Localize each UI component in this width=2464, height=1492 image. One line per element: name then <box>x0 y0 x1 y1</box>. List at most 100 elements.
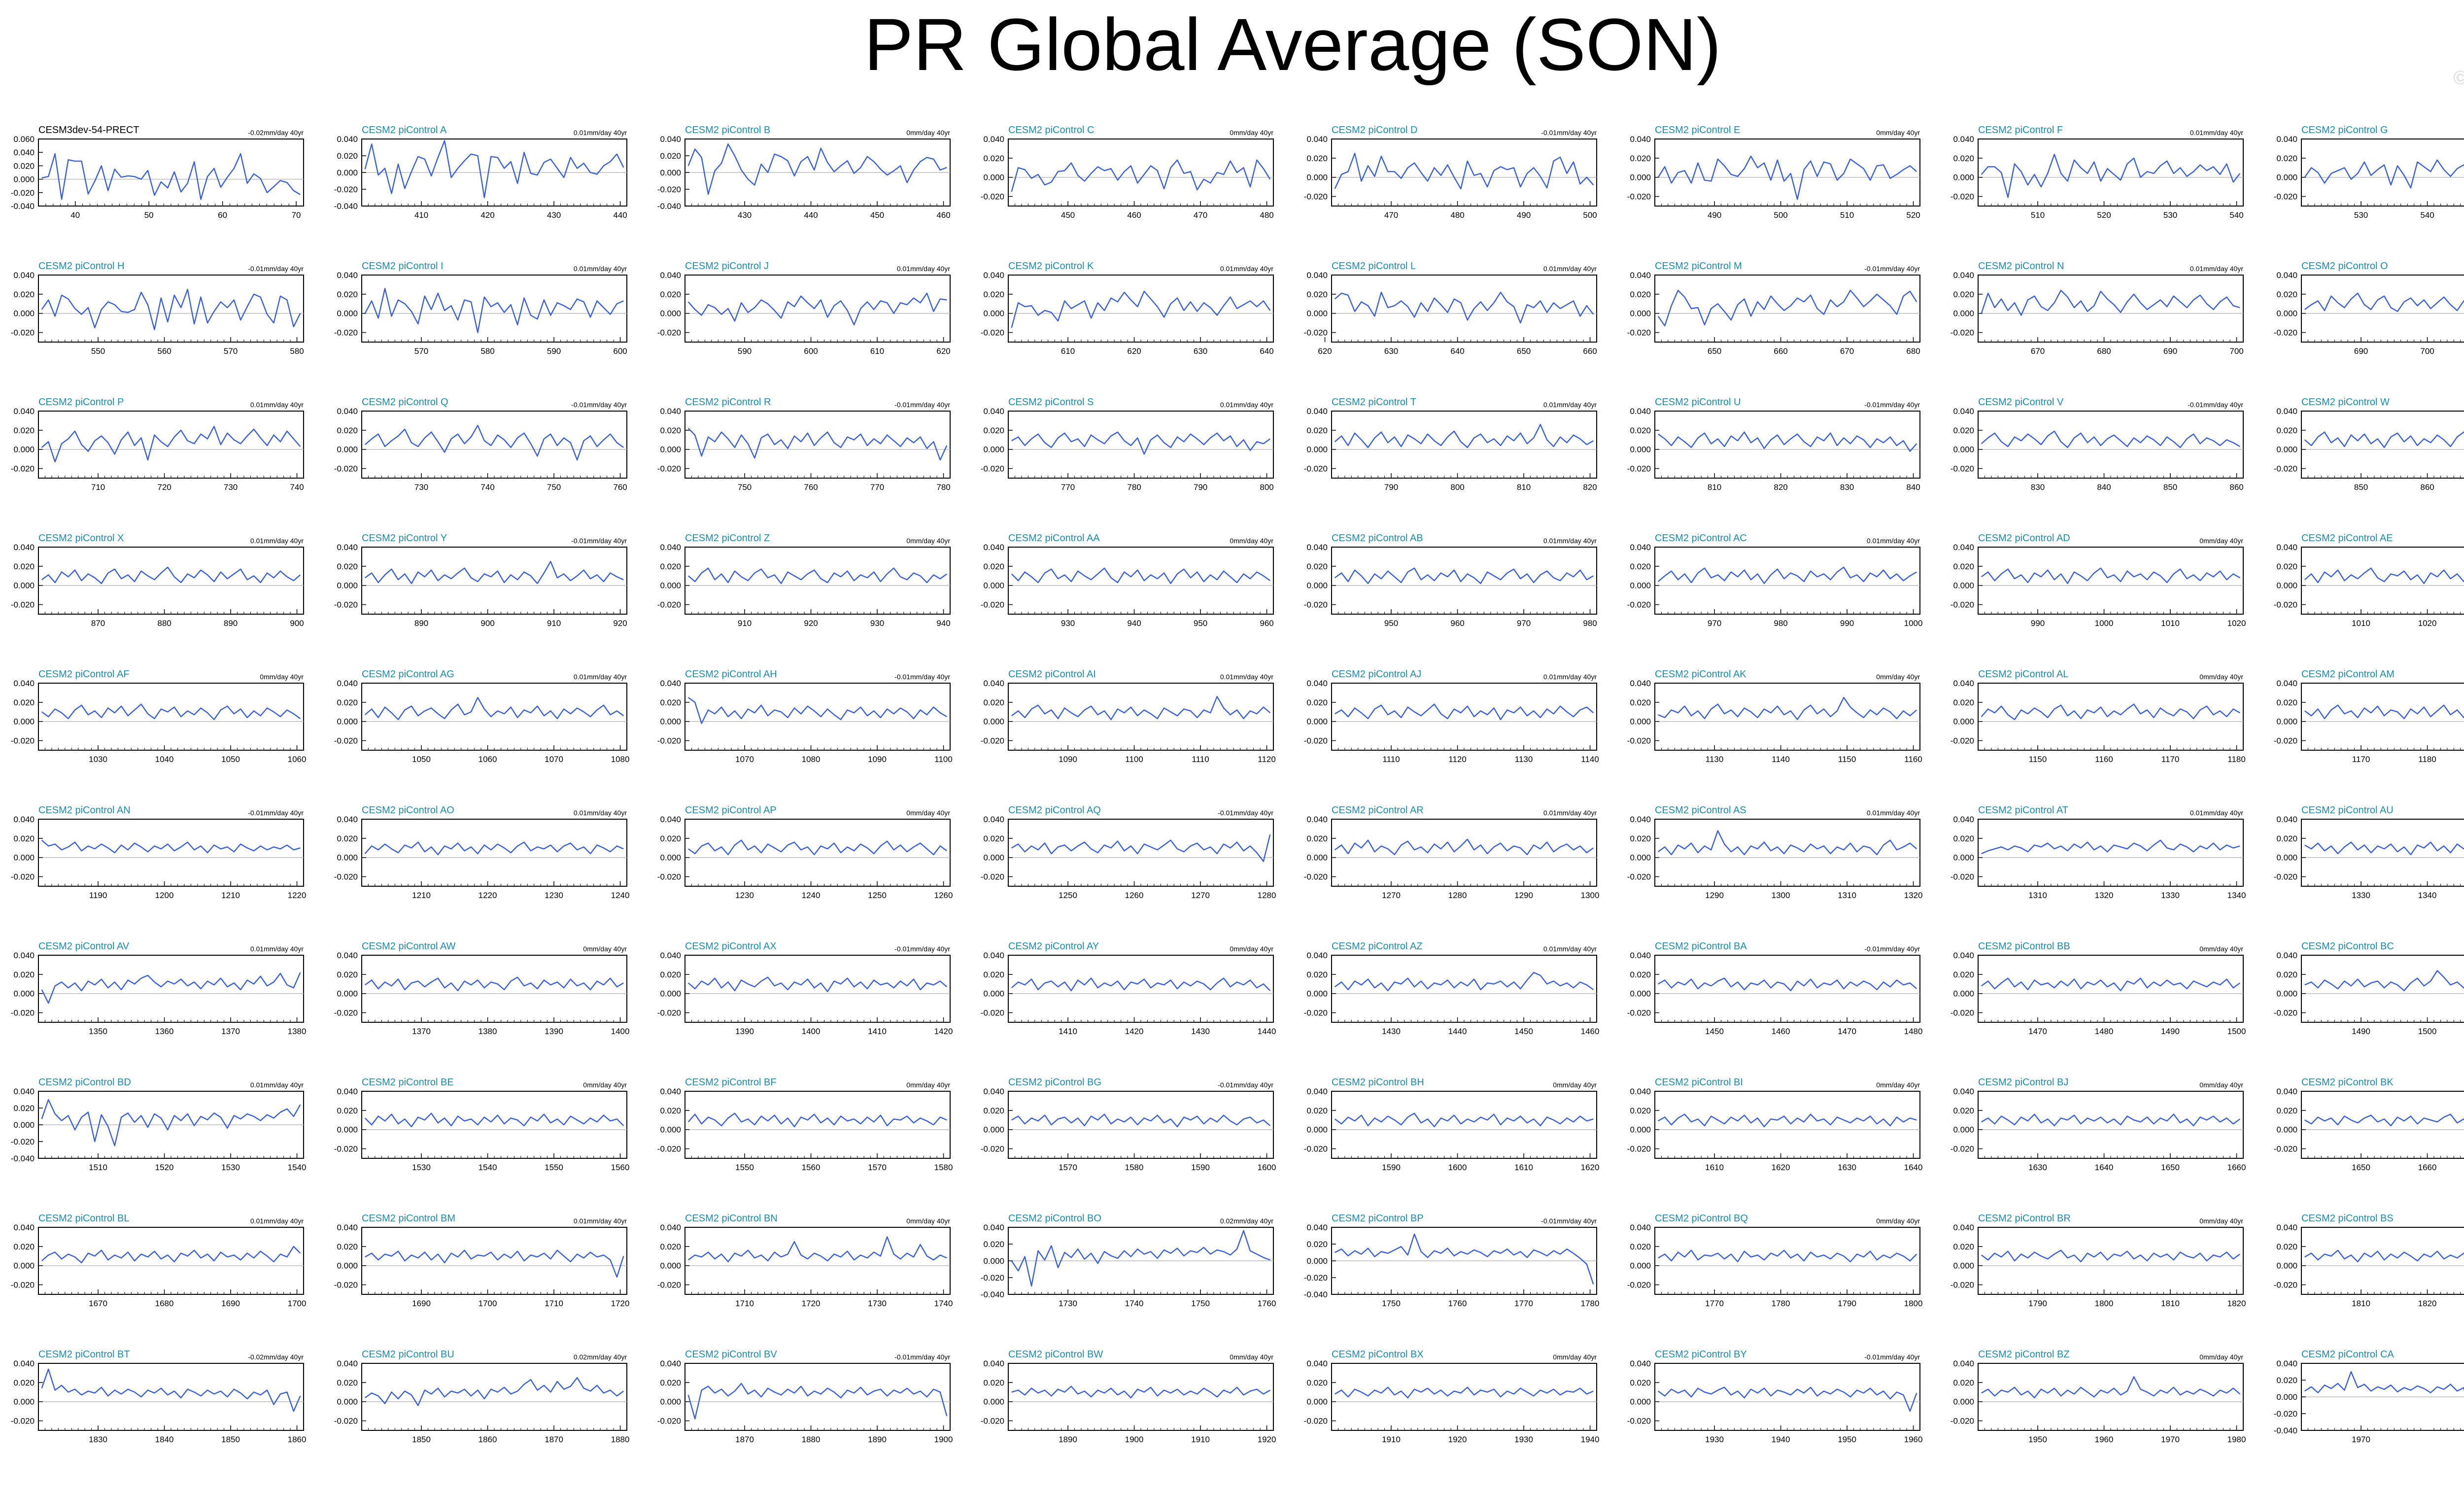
plot-frame <box>38 1227 304 1295</box>
y-tick-label: 0.020 <box>1953 834 1974 843</box>
plot-frame <box>2301 819 2464 887</box>
y-tick-label: 0.020 <box>983 154 1004 163</box>
y-tick-label: -0.020 <box>657 1417 681 1426</box>
y-tick-label: 0.040 <box>13 1087 34 1096</box>
x-tick-label: 880 <box>157 619 171 628</box>
x-tick-label: 1280 <box>1448 891 1467 900</box>
x-tick-label: 1050 <box>412 755 431 764</box>
x-tick-label: 1260 <box>1125 891 1144 900</box>
x-tick-label: 600 <box>804 347 818 356</box>
y-tick-label: 0.020 <box>1306 1378 1328 1388</box>
trend-label: -0.01mm/day 40yr <box>894 401 950 409</box>
x-tick-label: 550 <box>91 347 105 356</box>
trend-label: 0mm/day 40yr <box>906 809 950 817</box>
x-tick-label: 730 <box>414 483 428 492</box>
plot-frame <box>684 411 951 479</box>
y-tick-label: 0.000 <box>337 853 358 863</box>
panel-title: CESM2 piControl BX <box>1332 1349 1424 1360</box>
trend-label: 0.01mm/day 40yr <box>250 1081 304 1089</box>
x-tick-label: 1500 <box>2227 1027 2246 1036</box>
trend-label: -0.01mm/day 40yr <box>1864 1353 1920 1361</box>
x-tick-label: 1660 <box>2418 1163 2437 1172</box>
x-tick-label: 1740 <box>934 1299 953 1308</box>
y-tick-label: 0.020 <box>1953 290 1974 299</box>
trend-label: -0.01mm/day 40yr <box>1218 809 1273 817</box>
series-line <box>1658 696 1917 721</box>
y-tick-label: 0.000 <box>13 581 34 590</box>
y-tick-label: 0.020 <box>13 562 34 571</box>
series-line <box>1657 431 1917 452</box>
trend-label: -0.01mm/day 40yr <box>1864 265 1920 273</box>
plot-frame <box>1978 547 2244 615</box>
x-tick-label: 630 <box>1194 347 1207 356</box>
x-tick-label: 1250 <box>868 891 887 900</box>
y-tick-label: 0.040 <box>1630 271 1651 280</box>
y-tick-label: 0.000 <box>13 445 34 454</box>
y-tick-label: -0.020 <box>981 1417 1004 1426</box>
y-tick-label: 0.020 <box>13 698 34 707</box>
y-tick-label: 0.040 <box>337 815 358 824</box>
x-tick-label: 1140 <box>1581 755 1599 764</box>
y-tick-label: 0.000 <box>1306 1397 1328 1407</box>
y-tick-label: 0.040 <box>1953 271 1974 280</box>
panel-title: CESM2 piControl BE <box>362 1077 454 1088</box>
x-tick-label: 1640 <box>2095 1163 2114 1172</box>
y-tick-label: 0.020 <box>13 290 34 299</box>
y-tick-label: 0.000 <box>660 445 681 454</box>
chart-panel: CESM2 piControl BN 0mm/day 40yr 1710 1720 17… <box>657 1213 953 1308</box>
x-tick-label: 810 <box>1708 483 1721 492</box>
y-tick-label: 0.020 <box>660 426 681 435</box>
y-tick-label: -0.020 <box>1951 328 1974 338</box>
chart-panel: CESM2 piControl BR 0mm/day 40yr 1790 1800 18… <box>1951 1213 2246 1308</box>
x-tick-label: 1760 <box>1258 1299 1276 1308</box>
y-tick-label: -0.020 <box>2274 1409 2297 1419</box>
series-line <box>41 1099 301 1146</box>
y-tick-label: -0.020 <box>334 736 358 746</box>
trend-label: -0.01mm/day 40yr <box>571 537 627 545</box>
x-tick-label: 710 <box>91 483 105 492</box>
trend-label: 0mm/day 40yr <box>1876 1081 1920 1089</box>
series-line <box>1658 977 1917 992</box>
y-tick-label: 0.000 <box>13 989 34 999</box>
panel-title: CESM2 piControl AB <box>1332 533 1423 544</box>
x-tick-label: 1610 <box>1705 1163 1724 1172</box>
y-tick-label: -0.020 <box>2274 1281 2297 1290</box>
chart-panel: CESM2 piControl BD 0.01mm/day 40yr 1510 152… <box>11 1077 307 1172</box>
y-tick-label: 0.020 <box>2276 154 2297 163</box>
y-tick-label: 0.040 <box>337 271 358 280</box>
chart-panel: CESM2 piControl AJ 0.01mm/day 40yr 1110 112… <box>1304 669 1599 764</box>
chart-panel: CESM2 piControl AO 0.01mm/day 40yr 1210 122… <box>334 805 630 900</box>
plot-frame <box>1978 1227 2244 1295</box>
x-tick-label: 480 <box>1450 210 1464 220</box>
chart-panel: CESM2 piControl AM0mm/day 40yr1170118011… <box>2274 669 2464 764</box>
panel-title: CESM2 piControl AI <box>1008 669 1096 680</box>
x-tick-label: 1850 <box>221 1435 240 1444</box>
x-tick-label: 1530 <box>221 1163 240 1172</box>
x-tick-label: 1800 <box>2095 1299 2114 1308</box>
x-tick-label: 540 <box>2229 210 2243 220</box>
panel-title: CESM2 piControl BT <box>38 1349 130 1360</box>
trend-label: 0.01mm/day 40yr <box>250 401 304 409</box>
x-tick-label: 800 <box>1260 483 1273 492</box>
x-tick-label: 1030 <box>89 755 107 764</box>
chart-panel: CESM2 piControl AR 0.01mm/day 40yr 1270 128… <box>1304 805 1600 900</box>
y-tick-label: 0.000 <box>1953 717 1974 727</box>
y-tick-label: 0.040 <box>1306 1223 1328 1232</box>
x-tick-label: 1950 <box>2028 1435 2047 1444</box>
x-tick-label: 1790 <box>2028 1299 2047 1308</box>
y-tick-label: 0.040 <box>2276 815 2297 824</box>
series-line <box>1011 290 1271 328</box>
chart-panel: CESM2 piControl M -0.01mm/day 40yr 650 660 6… <box>1627 261 1920 356</box>
y-tick-label: 0.040 <box>1630 543 1651 552</box>
plot-frame <box>1008 139 1274 207</box>
y-tick-label: -0.020 <box>981 192 1004 202</box>
trend-label: 0.01mm/day 40yr <box>2190 809 2243 817</box>
chart-panel: CESM2 piControl BU 0.02mm/day 40yr 1850 186… <box>334 1349 630 1444</box>
y-tick-label: 0.020 <box>1953 1242 1974 1251</box>
chart-panel: CESM2 piControl J 0.01mm/day 40yr 590 600 61… <box>657 261 951 356</box>
x-tick-label: 1450 <box>1705 1027 1724 1036</box>
y-tick-label: -0.020 <box>334 872 358 882</box>
x-tick-label: 760 <box>613 483 627 492</box>
y-tick-label: 0.060 <box>13 135 34 144</box>
chart-panel: CESM2 piControl T 0.01mm/day 40yr 790 800 81… <box>1304 397 1597 492</box>
